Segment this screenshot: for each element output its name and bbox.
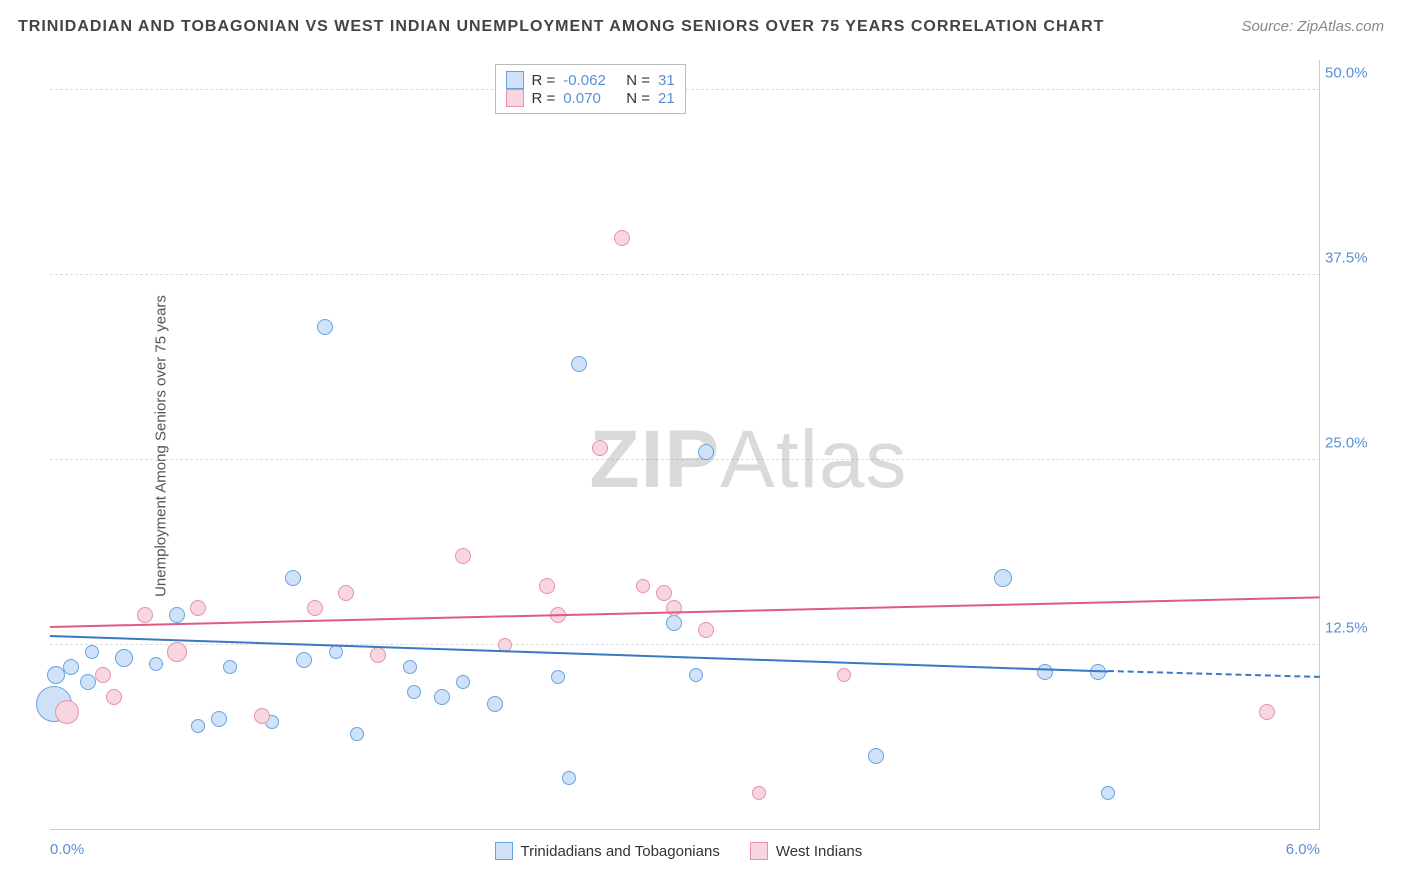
data-point [95,667,111,683]
y-tick-label: 25.0% [1325,434,1380,451]
data-point [223,660,237,674]
r-label: R = [532,72,556,89]
x-tick-label: 0.0% [50,841,84,858]
data-point [689,668,703,682]
data-point [190,600,206,616]
legend-label: Trinidadians and Tobagonians [521,843,720,860]
trend-line [1108,670,1320,678]
correlation-legend: R = -0.062 N = 31 R = 0.070 N = 21 [495,64,686,114]
data-point [551,670,565,684]
chart-container: TRINIDADIAN AND TOBAGONIAN VS WEST INDIA… [0,0,1406,892]
data-point [562,771,576,785]
data-point [656,585,672,601]
trend-line [50,596,1320,628]
r-label: R = [532,90,556,107]
data-point [169,607,185,623]
data-point [167,642,187,662]
data-point [571,356,587,372]
data-point [636,579,650,593]
n-value: 31 [658,72,675,89]
data-point [149,657,163,671]
legend-swatch [495,842,513,860]
data-point [539,578,555,594]
data-point [487,696,503,712]
x-axis [50,829,1320,830]
r-value: 0.070 [563,90,618,107]
data-point [592,440,608,456]
data-point [994,569,1012,587]
data-point [837,668,851,682]
legend-item: West Indians [750,842,862,860]
data-point [407,685,421,699]
data-point [80,674,96,690]
data-point [434,689,450,705]
data-point [254,708,270,724]
plot-area: 12.5%25.0%37.5%50.0%0.0%6.0%ZIPAtlasR =-… [50,60,1320,830]
legend-swatch [750,842,768,860]
data-point [698,444,714,460]
legend-label: West Indians [776,843,862,860]
legend-item: Trinidadians and Tobagonians [495,842,720,860]
gridline [50,274,1320,275]
data-point [698,622,714,638]
data-point [307,600,323,616]
y-tick-label: 50.0% [1325,64,1380,81]
data-point [55,700,79,724]
gridline [50,644,1320,645]
data-point [614,230,630,246]
data-point [211,711,227,727]
data-point [317,319,333,335]
data-point [1259,704,1275,720]
data-point [137,607,153,623]
data-point [338,585,354,601]
data-point [752,786,766,800]
source-label: Source: ZipAtlas.com [1241,18,1384,35]
y-axis-right [1319,60,1320,830]
n-value: 21 [658,90,675,107]
data-point [106,689,122,705]
y-tick-label: 37.5% [1325,249,1380,266]
data-point [329,645,343,659]
r-value: -0.062 [563,72,618,89]
series-legend: Trinidadians and Tobagonians West Indians [495,842,863,860]
data-point [350,727,364,741]
data-point [63,659,79,675]
y-tick-label: 12.5% [1325,619,1380,636]
trend-line [50,635,1108,673]
data-point [1101,786,1115,800]
legend-swatch [506,89,524,107]
data-point [456,675,470,689]
data-point [455,548,471,564]
data-point [191,719,205,733]
n-label: N = [626,90,650,107]
legend-row: R = 0.070 N = 21 [506,89,675,107]
data-point [1037,664,1053,680]
watermark: ZIPAtlas [590,413,908,507]
data-point [85,645,99,659]
n-label: N = [626,72,650,89]
data-point [285,570,301,586]
data-point [403,660,417,674]
gridline [50,459,1320,460]
data-point [115,649,133,667]
x-tick-label: 6.0% [1286,841,1320,858]
data-point [370,647,386,663]
legend-row: R = -0.062 N = 31 [506,71,675,89]
legend-swatch [506,71,524,89]
data-point [666,615,682,631]
data-point [296,652,312,668]
chart-title: TRINIDADIAN AND TOBAGONIAN VS WEST INDIA… [18,18,1104,36]
data-point [868,748,884,764]
